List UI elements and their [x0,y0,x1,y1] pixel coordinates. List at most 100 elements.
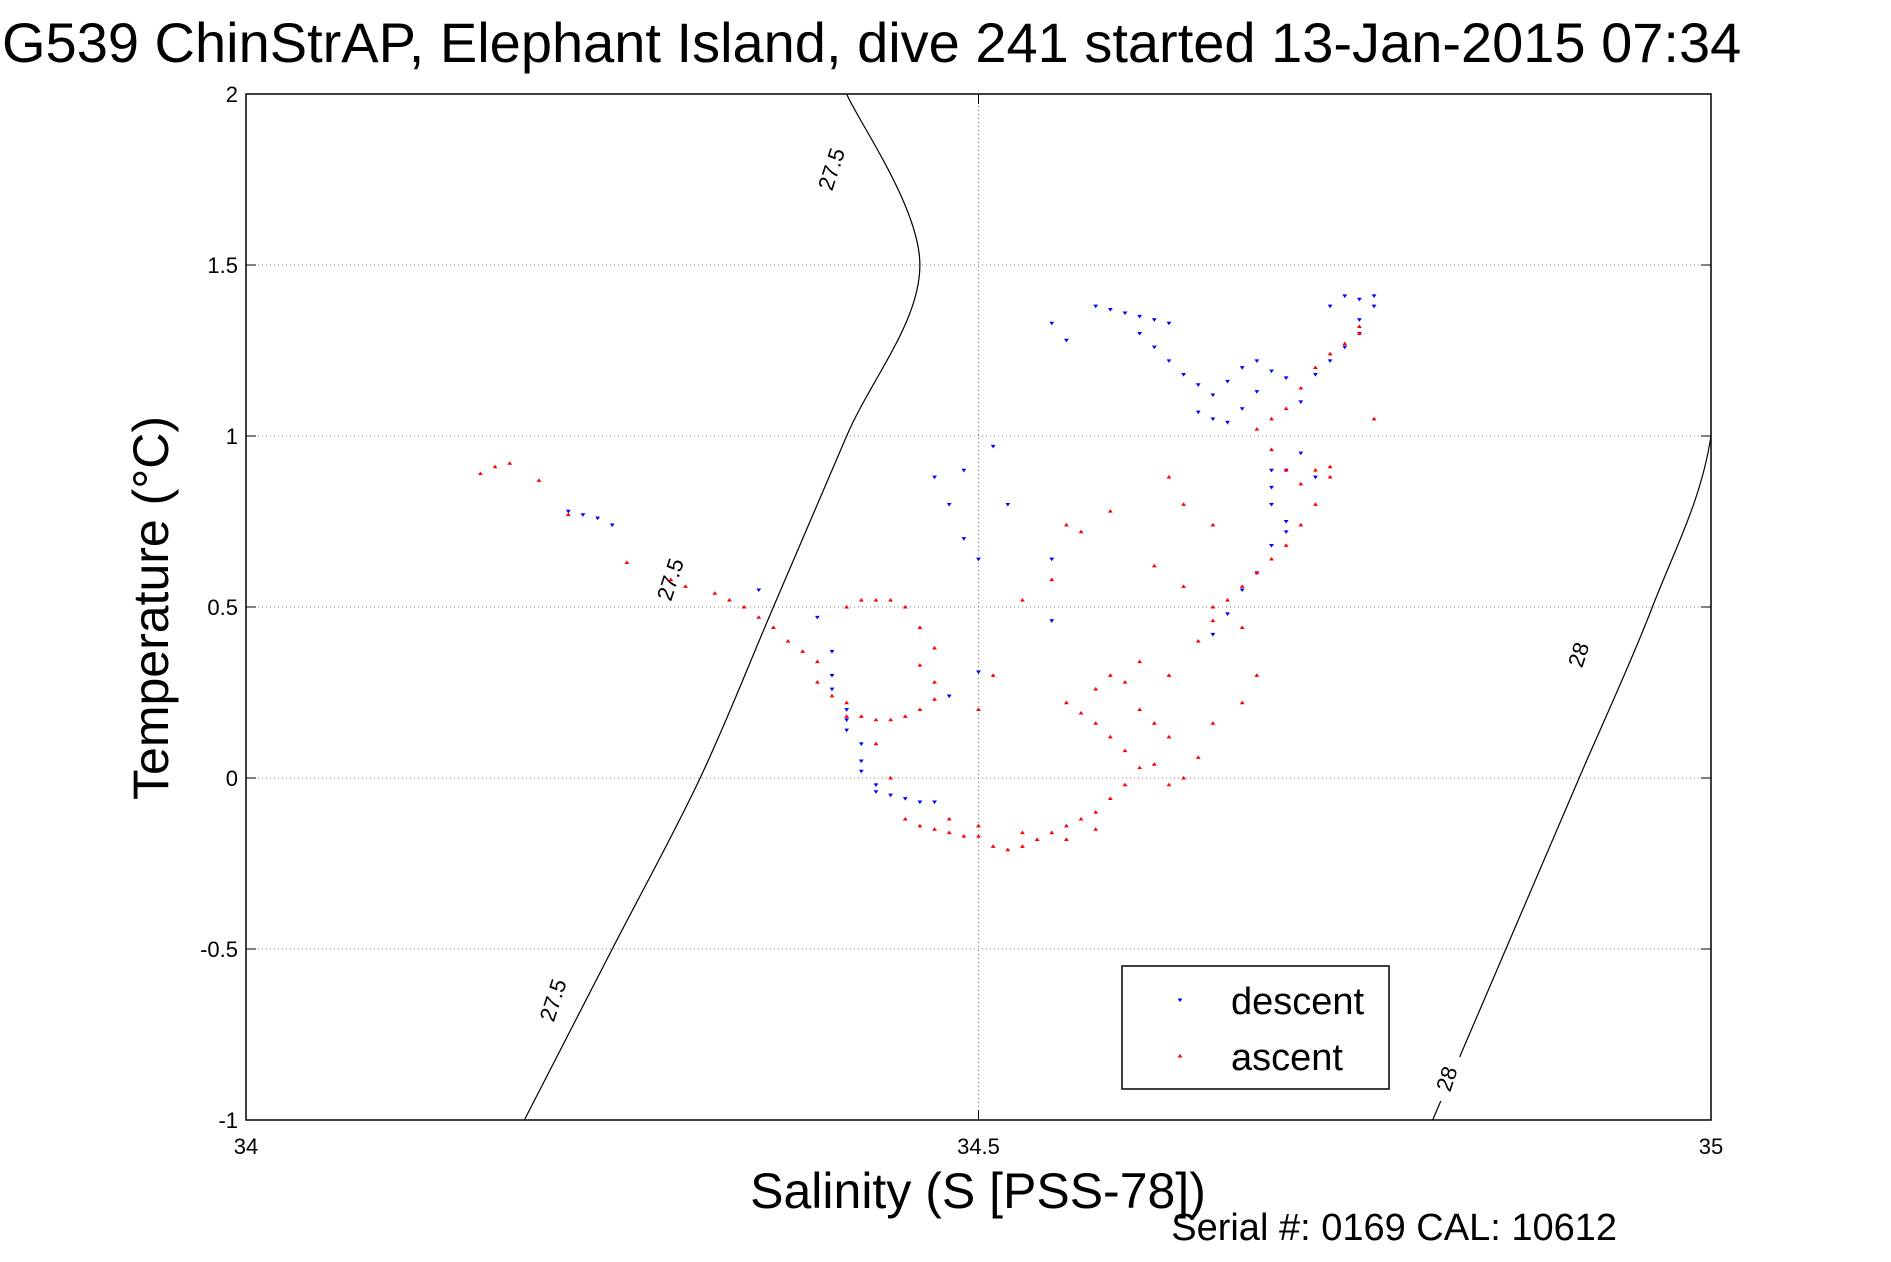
ascent-point [990,844,996,848]
descent-point [961,537,967,541]
ascent-point [814,680,820,684]
ascent-point [1137,765,1143,770]
chart-title: G539 ChinStrAP, Elephant Island, dive 24… [2,11,1741,74]
ascent-point [1283,468,1289,472]
ascent-point [844,714,850,718]
ascent-point [858,714,864,718]
descent-point [1327,304,1333,309]
descent-point [1151,318,1157,322]
descent-point [873,783,879,787]
descent-point [1269,544,1274,548]
ascent-point [917,662,923,667]
ascent-point [1020,844,1025,848]
serial-cal-footer: Serial #: 0169 CAL: 10612 [1171,1207,1617,1249]
x-axis-label: Salinity (S [PSS-78]) [750,1163,1206,1219]
ascent-point [1269,416,1274,421]
ascent-point [800,649,806,653]
ascent-point [624,560,630,564]
descent-point [858,742,864,746]
contour-label-background [539,978,568,1023]
ascent-point [1210,604,1216,609]
ascent-point [1078,529,1084,534]
ascent-point [1122,748,1128,753]
descent-point [990,444,996,449]
ascent-point [1269,556,1274,561]
ascent-point [932,697,937,701]
ascent-point [1166,734,1172,739]
ascent-point [1254,427,1260,431]
ascent-point [858,598,864,602]
descent-point [1254,359,1260,363]
ascent-point [1195,639,1201,643]
y-axis-label: Temperature (°C) [123,416,179,800]
descent-point [1371,294,1377,298]
ascent-point [1210,618,1216,623]
descent-point [932,800,937,805]
ascent-point [785,639,791,643]
y-tick-label: 1.5 [207,253,238,278]
ascent-point [1210,721,1216,725]
ascent-point [976,823,981,828]
ascent-point [1107,796,1113,800]
descent-point [1064,338,1069,343]
ascent-point [1078,710,1084,715]
ascent-point [1313,468,1318,472]
descent-point [1298,400,1304,404]
ascent-point [1371,416,1377,421]
y-axis-ticks: -1 -0.5 0 0.5 1 1.5 2 [200,82,1711,1133]
grid-lines [246,94,1711,1120]
descent-point [1049,557,1055,562]
y-tick-label: -0.5 [200,937,238,962]
legend-box [1121,965,1390,1090]
descent-point [1166,359,1172,363]
x-tick-label: 34.5 [957,1134,1000,1159]
ascent-point [1049,577,1055,582]
ascent-point [756,615,762,619]
ascent-point [1239,700,1245,705]
ascent-point [1269,447,1274,452]
y-tick-label: 0 [226,766,238,791]
ascent-point [873,598,879,602]
ascent-point [1357,331,1362,335]
descent-point [1107,308,1113,312]
descent-point [1181,373,1186,377]
density-contour-line [1432,220,1711,1120]
ascent-point [1298,385,1304,390]
ascent-point [946,816,952,821]
descent-point [873,790,879,794]
descent-point [1225,612,1230,616]
ascent-point [1298,481,1304,486]
ascent-point [1064,700,1069,705]
data-series [478,294,1377,852]
x-axis-ticks: 34 34.5 35 [234,94,1723,1159]
ascent-point [771,625,776,629]
y-tick-label: 2 [226,82,238,107]
ascent-point [741,604,747,609]
ascent-point [932,645,937,650]
ascent-point [1239,625,1245,629]
descent-point [1342,294,1348,298]
descent-point [858,769,864,774]
ascent-point [1078,816,1084,821]
descent-point [1269,502,1274,507]
descent-point [1210,417,1216,422]
y-tick-label: -1 [218,1108,238,1133]
ascent-point [565,512,571,517]
descent-point [844,708,850,712]
descent-point [1049,619,1055,623]
descent-point [1166,321,1172,326]
descent-point [1254,390,1260,394]
ascent-point [492,464,498,469]
ascent-point [844,604,850,609]
ascent-point [888,775,893,780]
descent-point [902,797,908,801]
ascent-point [1107,673,1113,677]
descent-point [1151,345,1157,350]
ascent-point [1357,324,1362,328]
ascent-point [961,833,967,838]
ascent-point [1327,474,1333,479]
ascent-series [478,324,1377,852]
descent-point [595,516,600,521]
ascent-point [873,717,879,722]
descent-point [1195,410,1201,415]
